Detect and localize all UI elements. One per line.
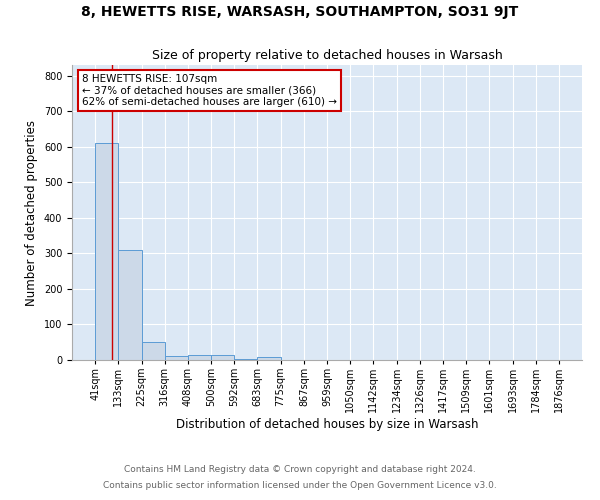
Text: Contains HM Land Registry data © Crown copyright and database right 2024.: Contains HM Land Registry data © Crown c… <box>124 466 476 474</box>
Bar <box>164 356 188 360</box>
Bar <box>142 342 164 360</box>
Bar <box>188 356 211 360</box>
Text: 8, HEWETTS RISE, WARSASH, SOUTHAMPTON, SO31 9JT: 8, HEWETTS RISE, WARSASH, SOUTHAMPTON, S… <box>82 5 518 19</box>
Bar <box>211 356 235 360</box>
Bar <box>118 250 142 360</box>
X-axis label: Distribution of detached houses by size in Warsash: Distribution of detached houses by size … <box>176 418 478 431</box>
Title: Size of property relative to detached houses in Warsash: Size of property relative to detached ho… <box>152 50 502 62</box>
Text: Contains public sector information licensed under the Open Government Licence v3: Contains public sector information licen… <box>103 480 497 490</box>
Bar <box>257 357 281 360</box>
Text: 8 HEWETTS RISE: 107sqm
← 37% of detached houses are smaller (366)
62% of semi-de: 8 HEWETTS RISE: 107sqm ← 37% of detached… <box>82 74 337 107</box>
Bar <box>95 143 118 360</box>
Y-axis label: Number of detached properties: Number of detached properties <box>25 120 38 306</box>
